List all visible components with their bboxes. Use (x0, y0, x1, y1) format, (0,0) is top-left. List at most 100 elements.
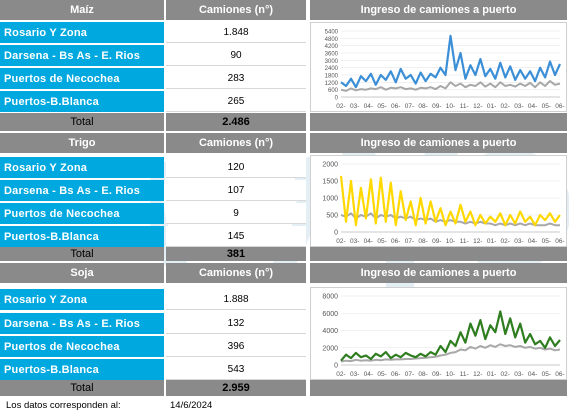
x-tick-label: 08- (418, 371, 427, 378)
section-soja: Soja Camiones (n°) Ingreso de camiones a… (0, 263, 569, 396)
section-maiz: Maíz Camiones (n°) Ingreso de camiones a… (0, 0, 569, 132)
x-tick-label: 11- (460, 103, 469, 110)
x-tick-label: 05- (377, 103, 386, 110)
x-tick-label: 03- (514, 238, 523, 245)
x-tick-label: 10- (446, 238, 455, 245)
y-tick-label: 1800 (325, 74, 339, 80)
row-name: Puertos-B.Blanca (0, 359, 164, 380)
x-tick-label: 05- (377, 371, 386, 378)
x-tick-label: 12- (473, 238, 482, 245)
y-tick-label: 600 (328, 88, 339, 94)
total-value: 2.486 (166, 113, 306, 131)
footer: Los datos corresponden al: 14/6/2024 (0, 398, 569, 414)
row-value: 1.848 (166, 22, 306, 43)
x-tick-label: 06- (555, 103, 564, 110)
x-tick-label: 05- (377, 238, 386, 245)
x-tick-label: 07- (405, 371, 414, 378)
x-tick-label: 04- (528, 238, 537, 245)
row-value: 90 (166, 45, 306, 66)
row-value: 132 (166, 313, 306, 334)
y-tick-label: 500 (326, 213, 338, 220)
y-tick-label: 0 (334, 363, 338, 370)
y-tick-label: 4800 (325, 37, 339, 43)
row-value: 543 (166, 359, 306, 380)
x-tick-label: 04- (528, 371, 537, 378)
row-name: Puertos de Necochea (0, 68, 164, 89)
crop-header: Trigo (0, 133, 164, 153)
row-value: 396 (166, 336, 306, 357)
x-tick-label: 01- (487, 103, 496, 110)
x-tick-label: 12- (473, 103, 482, 110)
x-tick-label: 12- (473, 371, 482, 378)
row-value: 107 (166, 180, 306, 201)
total-value: 2.959 (166, 380, 306, 396)
y-tick-label: 3000 (325, 59, 339, 65)
chart-box: 0 600 1200 1800 2400 3000 3600 4200 4800 5400 02- 0… (310, 22, 567, 112)
row-value: 120 (166, 157, 306, 178)
x-tick-label: 05- (542, 103, 551, 110)
row-name: Rosario Y Zona (0, 22, 164, 43)
x-tick-label: 03- (514, 371, 523, 378)
x-tick-label: 04- (364, 238, 373, 245)
x-tick-label: 02- (336, 371, 345, 378)
x-tick-label: 03- (350, 238, 359, 245)
chart-footer-bar (310, 380, 567, 396)
camiones-header: Camiones (n°) (166, 0, 306, 20)
chart-box: 0 500 1000 1500 2000 02- 03- 04- 05- 06- 07- 08- 09-… (310, 155, 567, 247)
row-name: Darsena - Bs As - E. Rios (0, 313, 164, 334)
line-chart: 0 2000 4000 6000 8000 02- 03- 04- 05- 06- 07- 08- 09… (322, 294, 564, 379)
x-tick-label: 01- (487, 238, 496, 245)
y-tick-label: 2000 (322, 345, 338, 352)
x-tick-label: 02- (501, 103, 510, 110)
crop-header: Soja (0, 263, 164, 283)
x-tick-label: 11- (460, 371, 469, 378)
series-line-main (339, 175, 561, 227)
row-name: Puertos-B.Blanca (0, 226, 164, 247)
chart-title: Ingreso de camiones a puerto (310, 0, 567, 20)
x-tick-label: 03- (514, 103, 523, 110)
x-tick-label: 02- (501, 371, 510, 378)
y-tick-label: 2400 (325, 66, 339, 72)
x-tick-label: 05- (542, 238, 551, 245)
total-label: Total (0, 247, 164, 261)
series-line-main (340, 310, 561, 362)
x-tick-label: 02- (501, 238, 510, 245)
x-tick-label: 09- (432, 238, 441, 245)
y-tick-label: 1000 (322, 196, 338, 203)
x-tick-label: 11- (460, 238, 469, 245)
x-tick-label: 06- (555, 238, 564, 245)
y-tick-label: 6000 (322, 311, 338, 318)
x-tick-label: 04- (364, 371, 373, 378)
chart-footer-bar (310, 113, 567, 131)
y-tick-label: 4000 (322, 328, 338, 335)
y-tick-label: 8000 (322, 294, 338, 301)
x-tick-label: 05- (542, 371, 551, 378)
row-name: Puertos-B.Blanca (0, 91, 164, 112)
line-chart: 0 500 1000 1500 2000 02- 03- 04- 05- 06- 07- 08- 09-… (322, 162, 564, 246)
y-tick-label: 5400 (325, 30, 339, 36)
x-tick-label: 01- (487, 371, 496, 378)
chart-title: Ingreso de camiones a puerto (310, 263, 567, 283)
row-name: Rosario Y Zona (0, 157, 164, 178)
x-tick-label: 08- (418, 103, 427, 110)
x-tick-label: 07- (405, 103, 414, 110)
x-tick-label: 06- (391, 371, 400, 378)
x-tick-label: 09- (432, 371, 441, 378)
chart-title: Ingreso de camiones a puerto (310, 133, 567, 153)
x-tick-label: 09- (432, 103, 441, 110)
series-line-baseline (340, 80, 561, 92)
chart-box: 0 2000 4000 6000 8000 02- 03- 04- 05- 06- 07- 08- 09… (310, 287, 567, 380)
x-tick-label: 03- (350, 371, 359, 378)
row-name: Puertos de Necochea (0, 336, 164, 357)
section-trigo: Trigo Camiones (n°) Ingreso de camiones … (0, 133, 569, 265)
row-value: 265 (166, 91, 306, 112)
row-name: Puertos de Necochea (0, 203, 164, 224)
camiones-header: Camiones (n°) (166, 263, 306, 283)
y-tick-label: 3600 (325, 52, 339, 58)
x-tick-label: 02- (336, 238, 345, 245)
x-tick-label: 02- (336, 103, 345, 110)
footer-date: 14/6/2024 (170, 400, 213, 411)
x-tick-label: 04- (364, 103, 373, 110)
row-value: 145 (166, 226, 306, 247)
